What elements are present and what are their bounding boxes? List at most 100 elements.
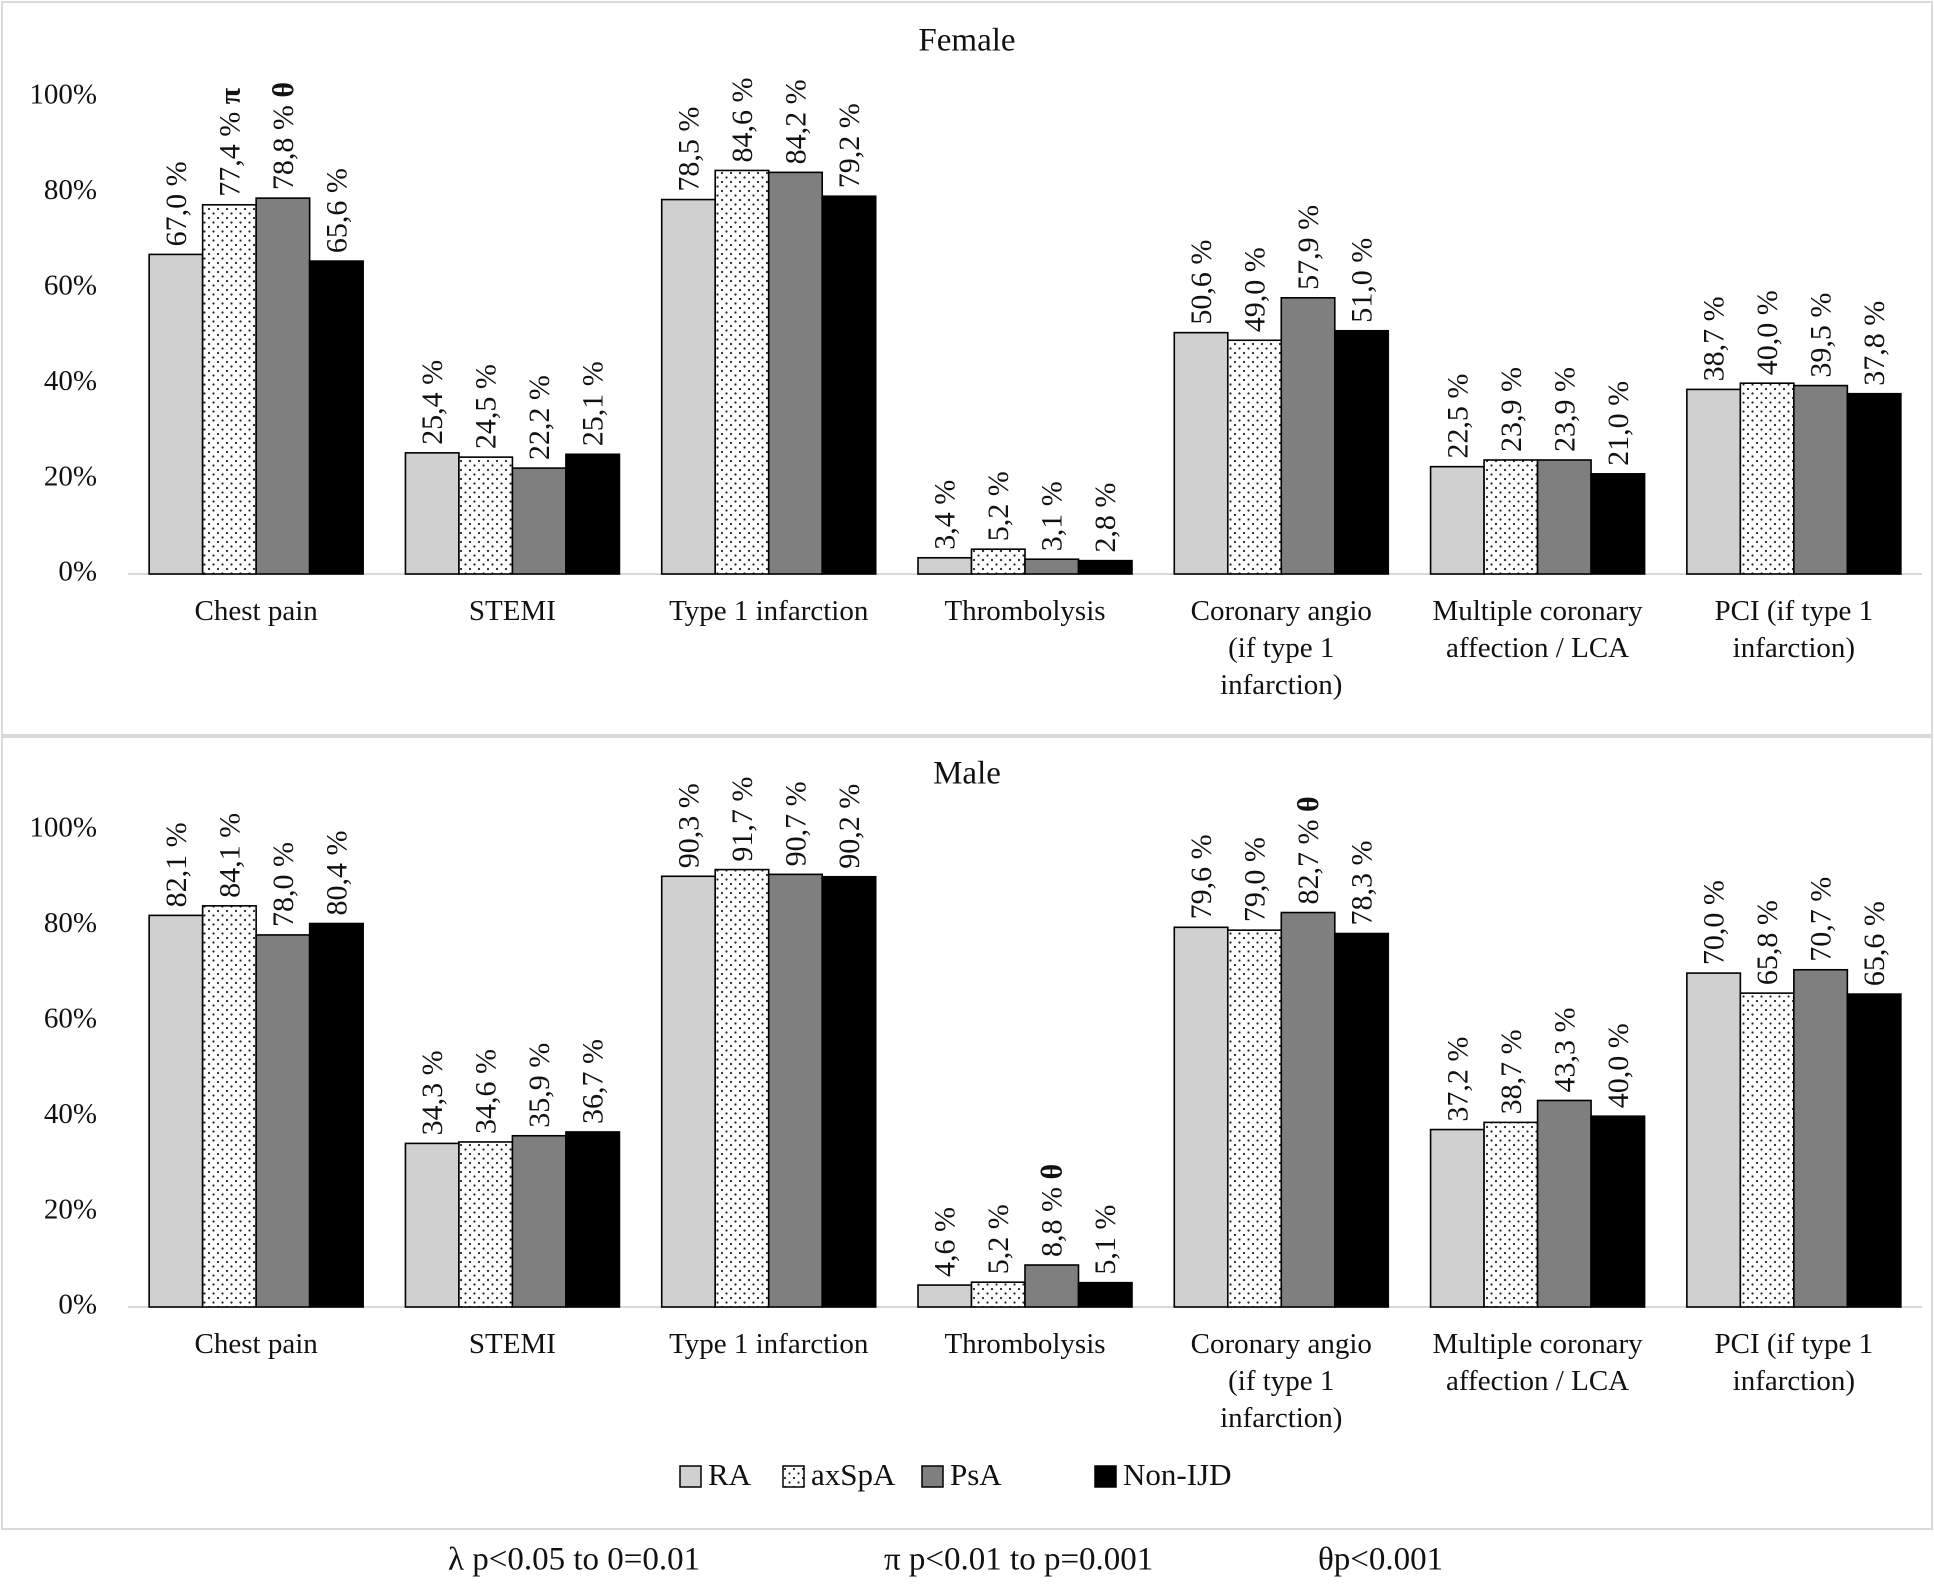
- bar: [1483, 1121, 1539, 1308]
- chart-title: Male: [933, 756, 1001, 792]
- data-label: 4,6 %: [929, 1207, 962, 1277]
- category-label: Chest pain: [195, 1328, 319, 1360]
- bar: [1333, 932, 1390, 1308]
- data-label: 38,7 %: [1495, 1029, 1528, 1114]
- bar: [1024, 558, 1080, 575]
- data-label: 84,6 %: [726, 77, 759, 162]
- data-label: 82,7 % θ: [1292, 796, 1325, 904]
- data-label: 51,0 %: [1346, 238, 1379, 323]
- data-label: 80,4 %: [320, 830, 353, 915]
- bar: [458, 456, 514, 575]
- data-label: 34,3 %: [416, 1050, 449, 1135]
- data-label: 91,7 %: [726, 777, 759, 862]
- data-label: 84,2 %: [779, 79, 812, 164]
- bar: [511, 467, 567, 575]
- bar: [148, 253, 204, 575]
- data-label: 40,0 %: [1751, 290, 1784, 375]
- legend-swatch: [782, 1465, 805, 1488]
- bar: [821, 195, 877, 575]
- y-tick-label: 40%: [44, 365, 97, 397]
- bar: [821, 875, 877, 1308]
- footnote: λ p<0.05 to 0=0.01: [448, 1542, 700, 1578]
- data-label: 21,0 %: [1602, 381, 1635, 466]
- bar: [1077, 559, 1133, 575]
- significance-marker: θ: [1036, 1164, 1069, 1187]
- data-label: 25,4 %: [416, 360, 449, 445]
- data-label: 37,8 %: [1858, 301, 1891, 386]
- bar: [1483, 459, 1539, 575]
- bar: [255, 197, 311, 575]
- bar: [1429, 1128, 1485, 1308]
- bar: [565, 453, 621, 575]
- legend-swatch: [921, 1465, 944, 1488]
- category-label: STEMI: [469, 595, 556, 627]
- data-label: 79,2 %: [833, 103, 866, 188]
- data-label: 70,0 %: [1698, 880, 1731, 965]
- significance-marker: θ: [267, 82, 300, 105]
- data-label: 50,6 %: [1185, 240, 1218, 325]
- bar: [1226, 339, 1283, 575]
- y-tick-label: 100%: [29, 812, 97, 844]
- bar: [458, 1141, 514, 1308]
- legend-swatch: [1094, 1465, 1117, 1488]
- footnote: θp<0.001: [1318, 1542, 1443, 1578]
- data-label: 8,8 % θ: [1036, 1164, 1069, 1257]
- category-label: Multiple coronary affection / LCA: [1432, 595, 1643, 664]
- data-label: 24,5 %: [470, 364, 503, 449]
- data-label: 36,7 %: [577, 1039, 610, 1124]
- bar: [1686, 972, 1742, 1308]
- data-label: 90,7 %: [779, 781, 812, 866]
- data-label: 65,6 %: [320, 168, 353, 253]
- bar: [714, 169, 770, 575]
- female-chart: Female 0% 20% 40% 60% 80% 100% 67,0 % 77,4 % π 78…: [29, 23, 1922, 701]
- bar: [1333, 329, 1390, 575]
- data-label: 2,8 %: [1089, 483, 1122, 553]
- data-label: 43,3 %: [1548, 1007, 1581, 1092]
- category-label: Type 1 infarction: [669, 1328, 869, 1360]
- data-label: 3,4 %: [929, 480, 962, 550]
- legend-label: PsA: [950, 1457, 1002, 1492]
- y-tick-label: 0%: [58, 556, 97, 588]
- data-label: 65,6 %: [1858, 901, 1891, 986]
- bar: [404, 452, 460, 575]
- bar: [660, 875, 717, 1308]
- bar: [201, 204, 257, 575]
- bar: [1846, 392, 1902, 575]
- y-tick-label: 60%: [44, 269, 97, 301]
- data-label: 22,2 %: [523, 375, 556, 460]
- data-label: 90,3 %: [672, 783, 705, 868]
- data-label: 79,6 %: [1185, 834, 1218, 919]
- data-label: 57,9 %: [1292, 205, 1325, 290]
- bar: [1739, 382, 1795, 575]
- y-tick-label: 20%: [44, 1193, 97, 1225]
- data-label: 25,1 %: [577, 361, 610, 446]
- chart-title: Female: [918, 23, 1015, 59]
- data-label: 70,7 %: [1805, 877, 1838, 962]
- data-label: 3,1 %: [1036, 481, 1069, 551]
- significance-marker: θ: [1292, 796, 1325, 819]
- category-label: Multiple coronary affection / LCA: [1432, 1328, 1643, 1397]
- bar: [511, 1134, 567, 1308]
- data-label: 65,8 %: [1751, 900, 1784, 985]
- bar: [970, 548, 1026, 575]
- bar: [1077, 1281, 1133, 1308]
- data-label: 49,0 %: [1239, 247, 1272, 332]
- data-label: 78,5 %: [672, 107, 705, 192]
- data-label: 78,3 %: [1346, 841, 1379, 926]
- bar: [714, 868, 770, 1308]
- bar: [1536, 459, 1592, 575]
- data-label: 78,0 %: [267, 842, 300, 927]
- y-tick-label: 60%: [44, 1002, 97, 1034]
- data-label: 35,9 %: [523, 1043, 556, 1128]
- bar: [917, 1284, 973, 1308]
- category-label: Thrombolysis: [944, 595, 1105, 627]
- bar: [917, 556, 973, 575]
- data-label: 5,2 %: [982, 1204, 1015, 1274]
- bar: [1793, 384, 1849, 575]
- category-label: Thrombolysis: [944, 1328, 1105, 1360]
- bar: [1846, 993, 1902, 1308]
- bar: [1280, 297, 1336, 575]
- bar: [1173, 331, 1229, 575]
- footnotes: λ p<0.05 to 0=0.01 π p<0.01 to p=0.001 θp<…: [448, 1542, 1443, 1578]
- bar: [148, 914, 204, 1308]
